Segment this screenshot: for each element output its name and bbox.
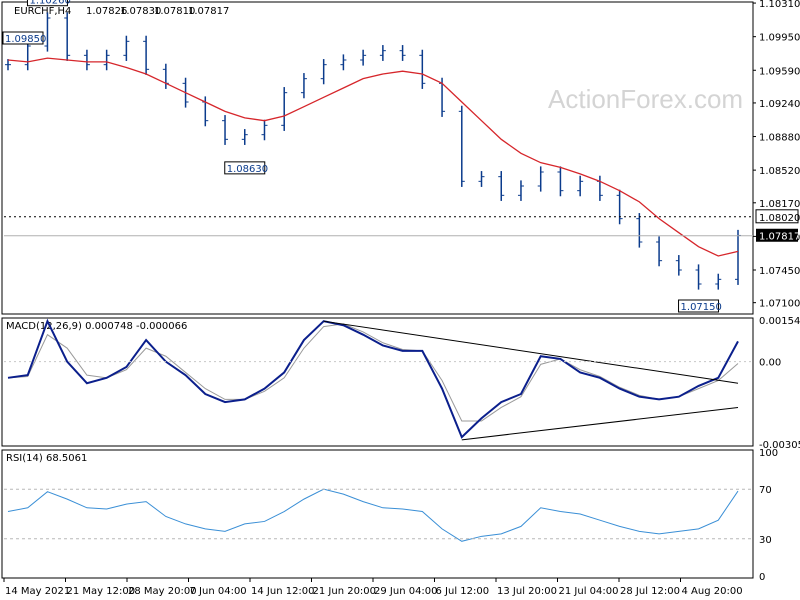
moving-average-line <box>7 57 739 257</box>
rsi-y-tick-label: 30 <box>759 535 772 546</box>
pivot-label: 1.07150 <box>681 302 722 313</box>
x-tick-label: 28 Jul 12:00 <box>620 586 680 597</box>
macd-title: MACD(12,26,9) 0.000748 -0.000066 <box>6 321 187 332</box>
x-tick-label: 28 May 20:00 <box>128 586 197 597</box>
rsi-panel-frame <box>1 449 754 579</box>
price-header-high: 1.07830 <box>120 6 161 17</box>
price-header-low: 1.07810 <box>154 6 195 17</box>
macd-main-line <box>7 318 739 439</box>
price-lines <box>7 57 739 257</box>
price-header-open: 1.07826 <box>86 6 127 17</box>
level-label: 1.08020 <box>759 213 800 224</box>
pivot-label: 1.09850 <box>5 34 46 45</box>
pivot-label-box <box>2 31 44 45</box>
price-y-tick-label: 1.07100 <box>759 299 800 310</box>
x-tick-label: 14 May 2021 <box>5 586 70 597</box>
pivot-label-box <box>678 299 720 313</box>
macd-trendline <box>323 320 739 384</box>
price-y-tick-label: 1.08170 <box>759 199 800 210</box>
rsi-title: RSI(14) 68.5061 <box>6 453 87 464</box>
macd-lines <box>7 318 739 441</box>
price-y-tick-label: 1.09950 <box>759 33 800 44</box>
x-tick-label: 4 Aug 20:00 <box>682 586 743 597</box>
pivot-label-box <box>26 0 68 7</box>
x-tick-label: 14 Jun 12:00 <box>251 586 315 597</box>
pivot-label-box <box>224 161 266 175</box>
current-price-label: 1.07817 <box>759 232 800 243</box>
x-tick-label: 29 Jun 04:00 <box>374 586 438 597</box>
macd-y-tick-label: 0.00 <box>759 358 781 369</box>
x-tick-label: 21 Jul 04:00 <box>559 586 619 597</box>
price-header-symbol: EURCHF,H4 <box>14 6 71 17</box>
x-tick-label: 7 Jun 04:00 <box>190 586 247 597</box>
watermark: ActionForex.com <box>548 84 743 114</box>
rsi-line <box>7 488 739 542</box>
price-y-tick-label: 1.07450 <box>759 266 800 277</box>
price-y-tick-label: 1.10310 <box>759 0 800 10</box>
x-tick-label: 21 Jun 20:00 <box>313 586 377 597</box>
x-tick-label: 21 May 12:00 <box>67 586 136 597</box>
pivot-label: 1.08630 <box>227 164 268 175</box>
rsi-y-tick-label: 70 <box>759 485 772 496</box>
macd-y-tick-label: -0.003054 <box>759 440 800 451</box>
macd-y-tick-label: 0.001544 <box>759 316 800 327</box>
price-header-close: 1.07817 <box>188 6 229 17</box>
macd-trendline <box>461 406 739 441</box>
price-bars <box>5 12 741 290</box>
rsi-y-tick-label: 0 <box>759 572 765 583</box>
x-tick-label: 6 Jul 12:00 <box>436 586 490 597</box>
macd-y-axis: 0.001544 0.00 -0.003054 <box>4 316 800 451</box>
price-y-tick-label: 1.09240 <box>759 99 800 110</box>
price-panel-frame <box>1 1 754 315</box>
rsi-lines <box>7 488 739 542</box>
price-y-tick-label: 1.08520 <box>759 166 800 177</box>
macd-signal-line <box>7 323 739 422</box>
x-tick-label: 13 Jul 20:00 <box>497 586 557 597</box>
rsi-y-tick-label: 100 <box>759 448 778 459</box>
pivot-label: 1.10260 <box>29 0 70 7</box>
macd-panel-frame <box>1 317 754 447</box>
price-y-axis: 1.10310 1.09950 1.09590 1.09240 1.08880 1.085… <box>753 0 800 310</box>
price-y-tick-label: 1.08880 <box>759 133 800 144</box>
price-y-tick-label: 1.09590 <box>759 66 800 77</box>
price-annotations: 1.10260 1.08630 1.09850 1.07150 1.08020 1.078… <box>2 0 800 313</box>
rsi-y-axis: 100 70 30 0 <box>4 448 778 583</box>
current-price-box <box>756 228 798 242</box>
level-label-box <box>755 209 799 224</box>
